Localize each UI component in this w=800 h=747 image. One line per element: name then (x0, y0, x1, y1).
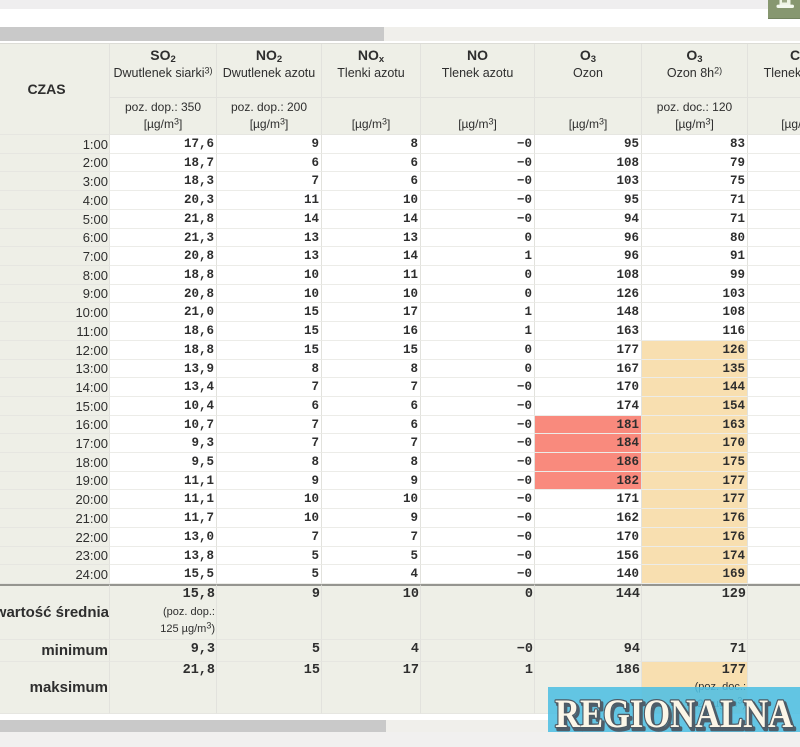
svg-text:REGIONALNA: REGIONALNA (555, 691, 793, 736)
svg-text:REGIONALNA: REGIONALNA (555, 691, 793, 736)
svg-text:REGIONALNA: REGIONALNA (557, 694, 795, 739)
